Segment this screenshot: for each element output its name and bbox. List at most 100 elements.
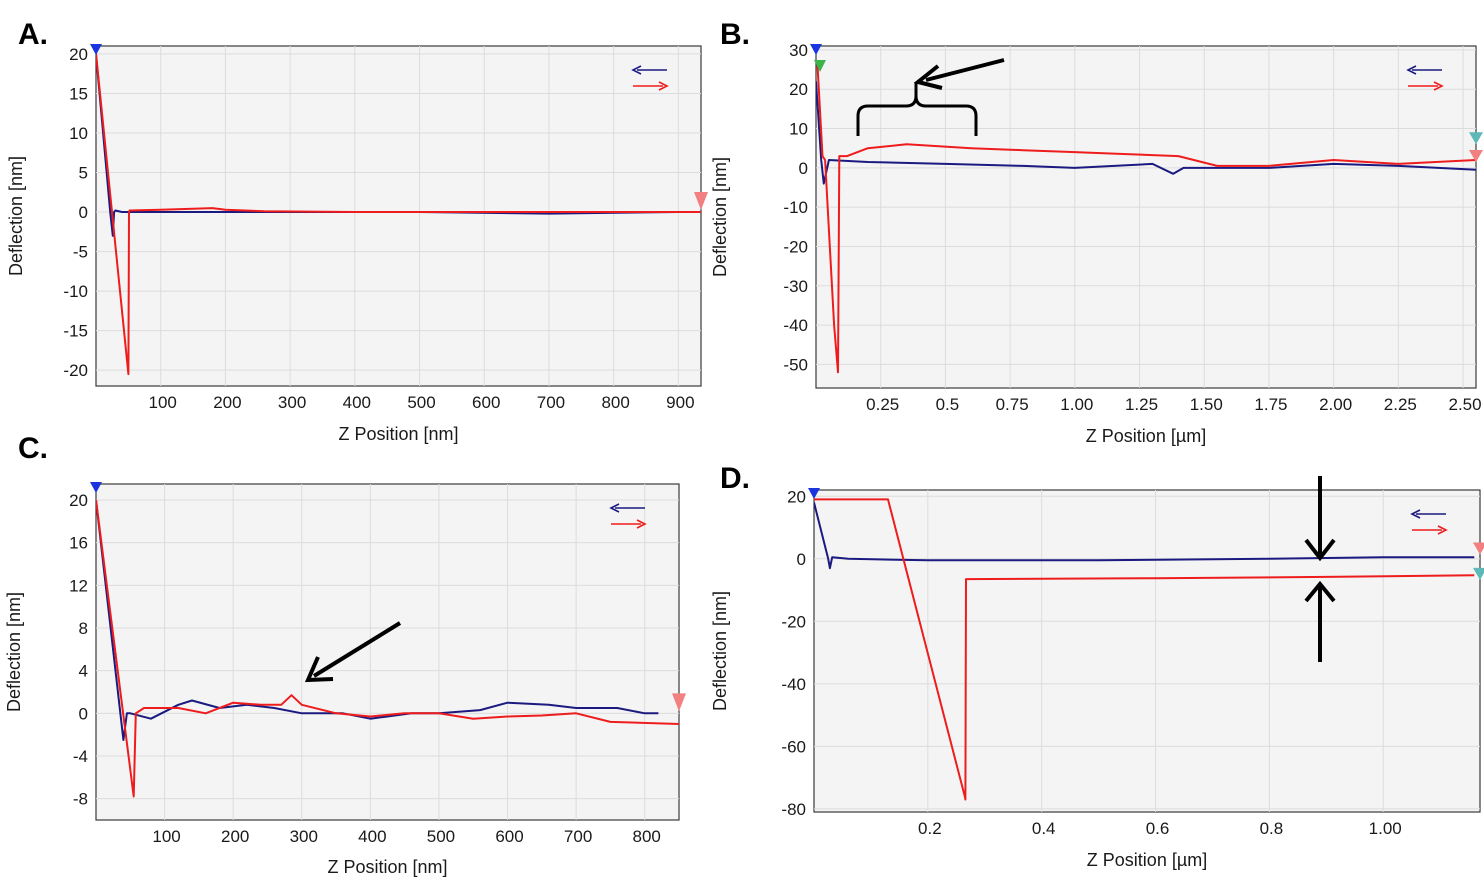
y-tick-label: 5: [79, 164, 88, 183]
y-tick-label: -80: [781, 800, 806, 819]
y-axis-title: Deflection [nm]: [4, 592, 24, 712]
panel-a: A. 100 200 300 400 500 600 700 800 900 20 15 10 5 0 -5 -…: [6, 18, 708, 444]
y-tick-label: -15: [63, 322, 88, 341]
x-tick-label: 300: [278, 393, 306, 412]
x-tick-label: 0.4: [1032, 819, 1056, 838]
y-tick-label: -40: [783, 316, 808, 335]
y-tick-label: 30: [789, 41, 808, 60]
y-axis-title: Deflection [nm]: [6, 156, 26, 276]
y-tick-label: 4: [79, 662, 88, 681]
x-tick-label: 100: [149, 393, 177, 412]
x-tick-label: 300: [290, 827, 318, 846]
legend-approach-arrowhead: [658, 81, 669, 91]
x-tick-label: 100: [152, 827, 180, 846]
y-tick-label: 12: [69, 576, 88, 595]
y-tick-label: 10: [789, 120, 808, 139]
series-line-approach: [816, 61, 1476, 374]
y-tick-label: -40: [781, 675, 806, 694]
series-line-approach: [814, 498, 1475, 801]
panel-b: B. 0.25 0.5 0.75 1.00 1.25 1.50 1.75 2.00 2.25 2.5…: [710, 18, 1483, 446]
x-tick-label: 2.25: [1384, 395, 1417, 414]
y-axis-title: Deflection [nm]: [710, 157, 730, 277]
y-tick-label: -50: [783, 355, 808, 374]
panel-b-bracket: [856, 82, 978, 136]
annotations: [304, 58, 1336, 683]
x-tick-label: 1.50: [1190, 395, 1223, 414]
x-tick-label: 1.75: [1254, 395, 1287, 414]
x-tick-label: 1.25: [1125, 395, 1158, 414]
x-tick-label: 2.00: [1319, 395, 1352, 414]
y-tick-label: -30: [783, 277, 808, 296]
x-tick-label: 2.50: [1449, 395, 1482, 414]
y-tick-label: -8: [73, 790, 88, 809]
x-tick-label: 0.8: [1260, 819, 1284, 838]
y-tick-label: 20: [787, 487, 806, 506]
y-tick-label: 20: [789, 80, 808, 99]
panel-b-arrowhead: [913, 64, 943, 90]
legend-retract-arrowhead: [1410, 509, 1421, 519]
y-axis-title: Deflection [nm]: [710, 591, 730, 711]
y-tick-label: 20: [69, 491, 88, 510]
x-tick-label: 0.25: [866, 395, 899, 414]
end-marker-icon: [694, 192, 708, 211]
y-tick-label: 15: [69, 84, 88, 103]
panel-letter: B.: [720, 18, 750, 51]
y-tick-label: -4: [73, 747, 88, 766]
y-tick-label: -60: [781, 737, 806, 756]
x-tick-label: 200: [213, 393, 241, 412]
legend-retract-arrowhead: [609, 503, 620, 513]
x-tick-label: 400: [358, 827, 386, 846]
start-marker-icon: [90, 44, 102, 55]
y-tick-label: 10: [69, 124, 88, 143]
x-tick-label: 0.75: [996, 395, 1029, 414]
y-tick-label: 16: [69, 534, 88, 553]
y-tick-label: -20: [783, 237, 808, 256]
y-tick-label: -10: [63, 282, 88, 301]
y-tick-label: 0: [797, 550, 806, 569]
x-tick-label: 600: [495, 827, 523, 846]
x-tick-label: 0.2: [918, 819, 942, 838]
x-tick-label: 900: [666, 393, 694, 412]
y-tick-label: -5: [73, 243, 88, 262]
panel-letter: A.: [18, 18, 48, 51]
x-axis-title: Z Position [nm]: [327, 857, 447, 877]
plot-area: [95, 483, 680, 821]
x-axis-title: Z Position [µm]: [1087, 850, 1207, 870]
plot-area: [813, 489, 1481, 813]
x-tick-label: 700: [537, 393, 565, 412]
series-line-retract: [814, 502, 1475, 570]
x-tick-label: 0.6: [1146, 819, 1170, 838]
x-axis-title: Z Position [nm]: [338, 424, 458, 444]
start-marker-icon: [808, 488, 820, 499]
legend-approach-arrowhead: [1433, 81, 1444, 91]
y-tick-label: -10: [783, 198, 808, 217]
panel-c-arrowhead: [304, 656, 334, 683]
y-tick-label: 0: [799, 159, 808, 178]
contact-marker-icon: [814, 60, 826, 72]
y-tick-label: 8: [79, 619, 88, 638]
x-tick-label: 800: [601, 393, 629, 412]
y-tick-label: -20: [63, 361, 88, 380]
panel-d: D. 0.2 0.4 0.6 0.8 1.00 20 0 -20 -40 -60 -80 Z Posit…: [710, 462, 1484, 870]
legend-retract-arrowhead: [631, 65, 642, 75]
legend-approach-arrowhead: [1437, 525, 1448, 535]
x-tick-label: 1.00: [1060, 395, 1093, 414]
series-line-retract: [96, 53, 701, 237]
y-tick-label: 20: [69, 45, 88, 64]
end-marker-icon: [1469, 150, 1483, 162]
series-line-approach: [96, 499, 679, 798]
x-tick-label: 700: [564, 827, 592, 846]
x-tick-label: 1.00: [1369, 819, 1402, 838]
start-marker-icon: [810, 44, 822, 55]
series-line-approach: [96, 53, 701, 376]
x-tick-label: 500: [427, 827, 455, 846]
end-marker-icon: [672, 693, 686, 712]
series-line-retract: [96, 499, 659, 741]
end-marker-teal-icon: [1473, 567, 1484, 580]
legend-retract-arrowhead: [1406, 65, 1417, 75]
panel-b-arrow: [925, 58, 1005, 82]
plot-area: [815, 45, 1477, 389]
x-tick-label: 0.5: [936, 395, 960, 414]
x-tick-label: 400: [343, 393, 371, 412]
